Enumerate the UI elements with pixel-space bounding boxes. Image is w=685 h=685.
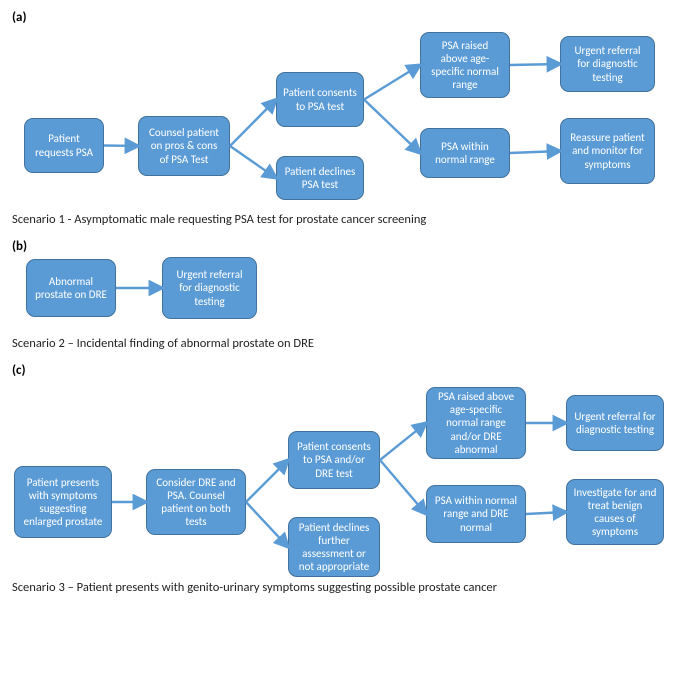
flow-node: Patient requests PSA — [24, 118, 104, 173]
flow-node: Counsel patient on pros & cons of PSA Te… — [138, 116, 230, 176]
flow-node: Reassure patient and monitor for symptom… — [560, 118, 655, 184]
flow-edge — [246, 502, 288, 547]
flow-edge — [510, 64, 560, 65]
flow-node: Patient consents to PSA test — [276, 72, 364, 127]
flow-node: Patient declines further assessment or n… — [288, 517, 380, 577]
flow-area-c: Patient presents with symptoms suggestin… — [8, 361, 676, 576]
flow-node: Abnormal prostate on DRE — [26, 259, 116, 317]
panel-caption-b: Scenario 2 – Incidental finding of abnor… — [12, 336, 677, 351]
flow-node: PSA raised above age-specific normal ran… — [426, 387, 526, 459]
flow-node: Consider DRE and PSA. Counsel patient on… — [146, 469, 246, 535]
flow-edge — [104, 146, 138, 147]
flow-edge — [230, 146, 276, 178]
flow-node: Patient declines PSA test — [276, 156, 364, 200]
flow-edge — [246, 460, 288, 502]
flow-node: PSA within normal range — [420, 128, 510, 178]
panel-a: (a)Patient requests PSACounsel patient o… — [8, 8, 677, 227]
flow-node: Urgent referral for diagnostic testing — [560, 36, 655, 92]
flow-edge — [380, 423, 426, 460]
figure-root: (a)Patient requests PSACounsel patient o… — [8, 8, 677, 595]
panel-caption-c: Scenario 3 – Patient presents with genit… — [12, 580, 677, 595]
flow-area-b: Abnormal prostate on DRE Urgent referral … — [8, 237, 676, 332]
flow-edge — [364, 100, 420, 154]
panel-b: (b)Abnormal prostate on DREUrgent referr… — [8, 237, 677, 351]
flow-edge — [230, 100, 276, 147]
flow-node: PSA within normal range and DRE normal — [426, 485, 526, 543]
flow-node: Patient consents to PSA and/or DRE test — [288, 431, 380, 489]
flow-edge — [526, 512, 566, 514]
flow-node: PSA raised above age-specific normal ran… — [420, 32, 510, 98]
flow-node: Urgent referral for diagnostic testing — [566, 395, 664, 451]
flow-node: Patient presents with symptoms suggestin… — [14, 466, 112, 538]
panel-c: (c)Patient presents with symptoms sugges… — [8, 361, 677, 595]
flow-edge — [510, 151, 560, 153]
flow-edge — [364, 65, 420, 100]
flow-edge — [380, 460, 426, 514]
panel-caption-a: Scenario 1 - Asymptomatic male requestin… — [12, 212, 677, 227]
flow-node: Investigate for and treat benign causes … — [566, 479, 664, 545]
flow-area-a: Patient requests PSA Counsel patient on p… — [8, 8, 676, 208]
flow-node: Urgent referral for diagnostic testing — [162, 257, 257, 319]
